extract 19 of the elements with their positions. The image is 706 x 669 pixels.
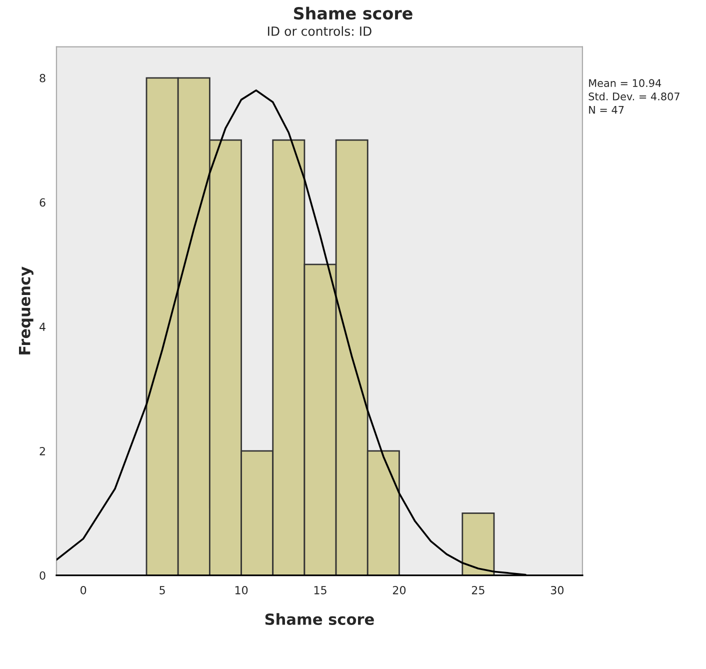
x-tick-label: 0 (80, 586, 86, 594)
x-axis-title: Shame score (265, 613, 374, 626)
chart-title: Shame score (294, 6, 412, 20)
y-tick-label: 8 (40, 74, 46, 82)
y-tick-label: 0 (40, 571, 46, 580)
x-tick-label: 5 (160, 586, 165, 594)
y-axis-title: Frequency (19, 266, 34, 354)
x-tick-label: 25 (472, 586, 484, 594)
y-tick-label: 2 (40, 446, 45, 456)
x-tick-label: 10 (235, 586, 248, 594)
x-tick-label: 20 (392, 586, 406, 594)
text: N = 47 (589, 106, 624, 114)
chart-subtitle: ID or controls: ID (268, 26, 372, 36)
x-tick-label: 15 (314, 586, 326, 594)
text: Mean = 10.94 (589, 79, 662, 88)
y-tick-label: 6 (40, 198, 46, 207)
y-tick-label: 4 (40, 322, 46, 331)
x-tick-label: 30 (550, 586, 564, 594)
text: Std. Dev. = 4.807 (588, 92, 680, 100)
